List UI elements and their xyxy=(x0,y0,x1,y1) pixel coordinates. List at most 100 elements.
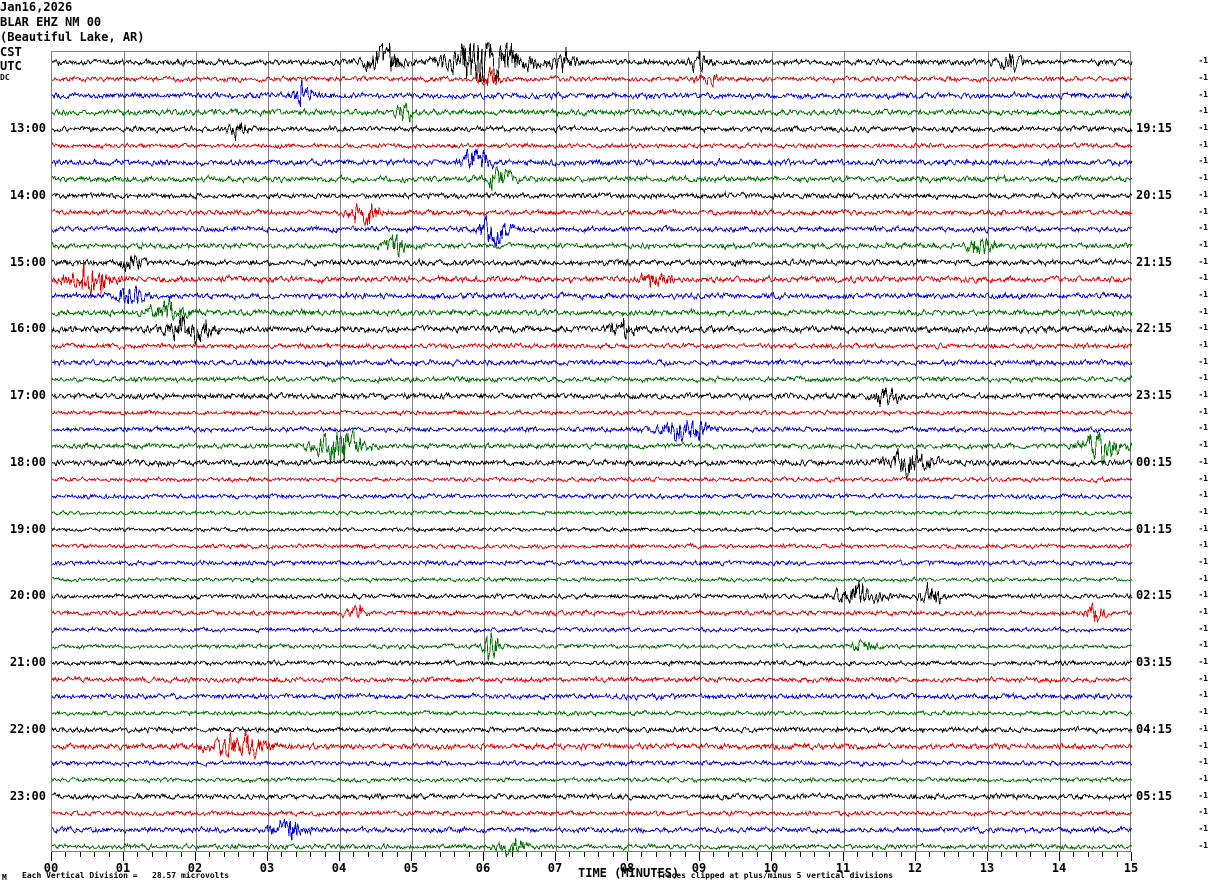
x-tick-minor xyxy=(397,852,398,857)
footer-mark: M xyxy=(2,873,7,882)
x-tick-minor xyxy=(1016,852,1017,857)
dc-value-15: -1 xyxy=(1198,306,1208,316)
trace-05-1315 xyxy=(51,141,1133,150)
trace-36-2100 xyxy=(51,659,1133,668)
x-tick-major-06 xyxy=(483,852,484,861)
x-axis-label-04: 04 xyxy=(331,861,347,875)
x-tick-minor xyxy=(944,852,945,857)
x-tick-minor xyxy=(209,852,210,857)
dc-value-46: -1 xyxy=(1198,823,1208,833)
trace-13-1515 xyxy=(51,260,1133,299)
trace-02-1230 xyxy=(51,79,1133,108)
left-hour-label-2100: 21:00 xyxy=(9,655,46,670)
left-hour-label-1800: 18:00 xyxy=(9,454,46,469)
trace-46-2330 xyxy=(51,818,1133,841)
dc-value-26: -1 xyxy=(1198,490,1208,500)
x-tick-minor xyxy=(65,852,66,857)
trace-canvas xyxy=(51,42,1133,858)
grid-line-minute-03 xyxy=(268,52,269,851)
plot-header: Jan16,2026 BLAR EHZ NM 00 (Beautiful Lak… xyxy=(0,0,1210,45)
grid-line-minute-01 xyxy=(124,52,125,851)
left-hour-label-2200: 22:00 xyxy=(9,721,46,736)
x-axis-label-06: 06 xyxy=(475,861,491,875)
dc-value-43: -1 xyxy=(1198,773,1208,783)
grid-line-minute-02 xyxy=(196,52,197,851)
trace-18-1630 xyxy=(51,357,1133,368)
trace-25-1815 xyxy=(51,475,1133,484)
grid-line-minute-11 xyxy=(844,52,845,851)
trace-26-1830 xyxy=(51,492,1133,501)
trace-44-2300 xyxy=(51,791,1133,802)
dc-value-09: -1 xyxy=(1198,206,1208,216)
trace-21-1715 xyxy=(51,408,1133,417)
dc-value-06: -1 xyxy=(1198,156,1208,166)
clip-note: Traces clipped at plus/minus 5 vertical … xyxy=(657,871,894,880)
x-tick-minor xyxy=(109,852,110,857)
dc-value-08: -1 xyxy=(1198,189,1208,199)
dc-value-36: -1 xyxy=(1198,657,1208,667)
x-tick-major-14 xyxy=(1059,852,1060,861)
x-axis-label-00: 00 xyxy=(43,861,59,875)
trace-24-1800 xyxy=(51,447,1133,480)
x-tick-major-05 xyxy=(411,852,412,861)
x-axis-label-03: 03 xyxy=(259,861,275,875)
dc-value-18: -1 xyxy=(1198,356,1208,366)
x-tick-major-02 xyxy=(195,852,196,861)
right-hour-label-0515: 05:15 xyxy=(1136,788,1173,803)
right-hour-label-2315: 23:15 xyxy=(1136,388,1173,403)
x-tick-minor xyxy=(569,852,570,857)
x-tick-major-15 xyxy=(1131,852,1132,861)
trace-09-1415 xyxy=(52,203,1133,227)
dc-value-45: -1 xyxy=(1198,807,1208,817)
x-tick-minor xyxy=(469,852,470,857)
dc-value-01: -1 xyxy=(1198,73,1208,83)
x-tick-minor xyxy=(368,852,369,857)
trace-15-1545 xyxy=(51,297,1133,321)
trace-19-1645 xyxy=(51,374,1133,385)
x-tick-major-03 xyxy=(267,852,268,861)
x-tick-major-13 xyxy=(987,852,988,861)
trace-06-1330 xyxy=(51,148,1133,171)
x-tick-minor xyxy=(670,852,671,857)
dc-value-32: -1 xyxy=(1198,590,1208,600)
x-axis-label-10: 10 xyxy=(763,861,779,875)
trace-28-1900 xyxy=(51,526,1133,534)
x-tick-minor xyxy=(1102,852,1103,857)
grid-line-minute-05 xyxy=(412,52,413,851)
trace-23-1745 xyxy=(51,428,1133,466)
helicorder-plot-area[interactable] xyxy=(51,42,1133,858)
x-axis-label-09: 09 xyxy=(691,861,707,875)
trace-33-2015 xyxy=(51,602,1133,624)
dc-value-21: -1 xyxy=(1198,406,1208,416)
left-hour-label-1900: 19:00 xyxy=(9,521,46,536)
trace-11-1445 xyxy=(51,234,1133,258)
grid-line-minute-14 xyxy=(1060,52,1061,851)
x-tick-minor xyxy=(1030,852,1031,857)
right-hour-label-0115: 01:15 xyxy=(1136,521,1173,536)
trace-27-1845 xyxy=(51,509,1133,516)
x-tick-minor xyxy=(613,852,614,857)
x-tick-minor xyxy=(137,852,138,857)
x-tick-major-01 xyxy=(123,852,124,861)
trace-37-2115 xyxy=(51,675,1133,685)
x-tick-minor xyxy=(872,852,873,857)
trace-17-1615 xyxy=(51,341,1133,351)
header-station: BLAR EHZ NM 00 xyxy=(0,15,102,29)
x-tick-minor xyxy=(641,852,642,857)
x-tick-minor xyxy=(1001,852,1002,857)
x-axis-title: TIME (MINUTES) xyxy=(578,866,680,880)
x-tick-major-07 xyxy=(555,852,556,861)
x-tick-minor xyxy=(929,852,930,857)
right-hour-label-2015: 20:15 xyxy=(1136,187,1173,202)
trace-41-2215 xyxy=(51,730,1133,760)
dc-value-41: -1 xyxy=(1198,740,1208,750)
trace-29-1915 xyxy=(51,542,1133,551)
dc-value-23: -1 xyxy=(1198,440,1208,450)
trace-47-2345 xyxy=(52,837,1133,858)
grid-line-minute-10 xyxy=(772,52,773,851)
x-tick-major-08 xyxy=(627,852,628,861)
dc-value-44: -1 xyxy=(1198,790,1208,800)
dc-value-12: -1 xyxy=(1198,256,1208,266)
dc-value-33: -1 xyxy=(1198,607,1208,617)
dc-value-16: -1 xyxy=(1198,323,1208,333)
